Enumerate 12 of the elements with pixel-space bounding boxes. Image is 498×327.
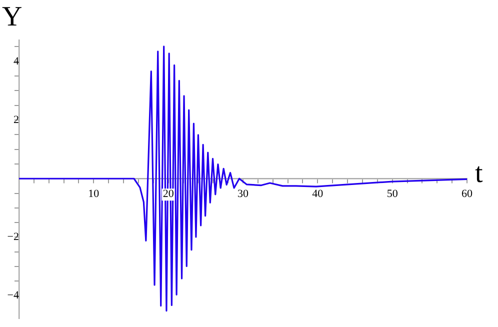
x-tick-label: 40 — [312, 188, 324, 200]
x-tick-label: 10 — [88, 188, 100, 200]
y-tick-label: −4 — [7, 290, 20, 302]
x-tick-label: 60 — [462, 188, 473, 200]
y-tick-label: −2 — [7, 231, 19, 244]
y-tick-label: 2 — [14, 114, 19, 126]
y-tick-label: 4 — [14, 55, 20, 68]
y-axis-title: Y — [2, 1, 22, 32]
x-tick-label: 20 — [162, 188, 174, 200]
x-tick-label: 30 — [238, 188, 249, 200]
x-axis-title: t — [475, 158, 483, 189]
x-tick-label: 50 — [386, 188, 398, 200]
